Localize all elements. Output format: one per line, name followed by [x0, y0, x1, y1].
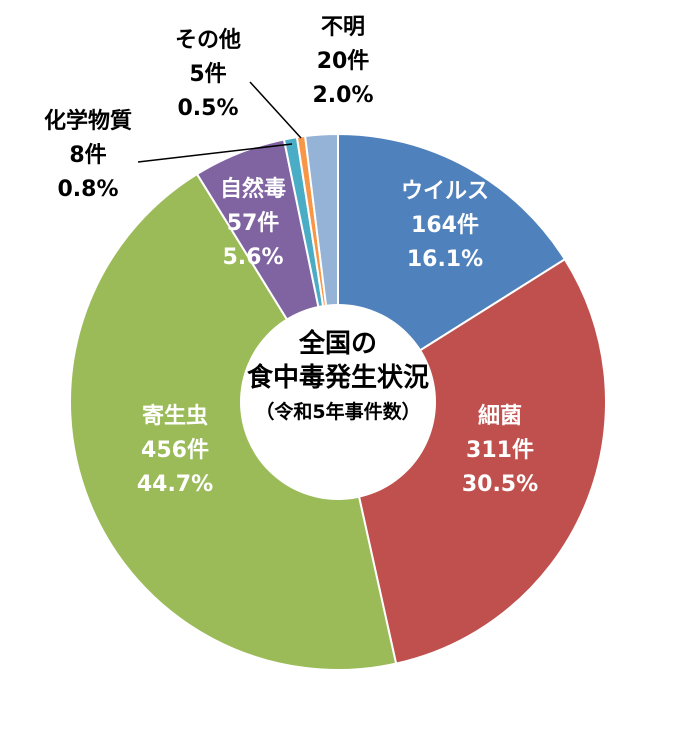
center-title-line-1: 全国の: [298, 328, 377, 359]
slice-label-percent-0: 16.1%: [407, 247, 483, 272]
slice-label-percent-4: 0.8%: [57, 177, 118, 202]
slice-label-count-0: 164件: [411, 213, 479, 238]
slice-label-name-5: その他: [175, 28, 241, 53]
slice-label-count-3: 57件: [227, 211, 280, 236]
slice-label-name-0: ウイルス: [401, 179, 489, 204]
donut-hole: [240, 304, 436, 500]
slice-label-count-2: 456件: [141, 438, 209, 463]
slice-label-name-1: 細菌: [478, 403, 522, 429]
center-title-line-3: （令和5年事件数）: [255, 400, 420, 423]
slice-labels: ウイルス 164件 16.1% 細菌 311件 30.5% 寄生虫 456件 44.7% 自然毒 5…: [44, 15, 538, 497]
slice-label-name-3: 自然毒: [220, 176, 286, 202]
slice-label-percent-2: 44.7%: [137, 472, 213, 497]
slice-label-count-1: 311件: [466, 438, 534, 463]
slice-label-percent-6: 2.0%: [312, 83, 373, 108]
slice-label-percent-3: 5.6%: [222, 245, 283, 270]
slice-label-percent-1: 30.5%: [462, 472, 538, 497]
slice-label-name-6: 不明: [321, 15, 365, 40]
center-title: 全国の 食中毒発生状況 （令和5年事件数）: [247, 328, 429, 423]
center-title-line-2: 食中毒発生状況: [247, 362, 429, 393]
slice-label-count-5: 5件: [189, 62, 226, 87]
slice-2: [69, 172, 398, 671]
slice-label-percent-5: 0.5%: [177, 96, 238, 121]
slice-label-name-4: 化学物質: [44, 108, 132, 134]
slice-label-count-4: 8件: [69, 143, 106, 168]
leader-lines: [137, 81, 302, 163]
leader-line-5: [249, 81, 302, 139]
slice-label-name-2: 寄生虫: [142, 403, 208, 429]
leader-line-4: [137, 143, 293, 163]
slice-label-count-6: 20件: [317, 49, 370, 74]
